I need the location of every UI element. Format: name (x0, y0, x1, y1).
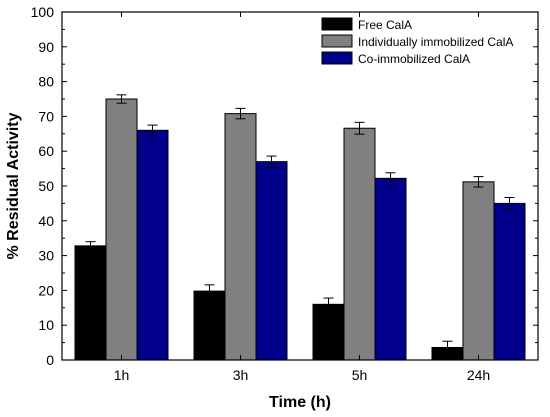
y-tick-label: 30 (38, 248, 54, 264)
bar (105, 98, 138, 361)
error-bars-layer (85, 94, 515, 355)
legend-label: Individually immobilized CalA (358, 35, 513, 49)
y-axis-title: % Residual Activity (5, 112, 22, 259)
bar (343, 127, 376, 361)
y-tick-label: 80 (38, 74, 54, 90)
legend-swatch (321, 17, 353, 31)
y-tick-label: 70 (38, 108, 54, 124)
bar (462, 181, 495, 361)
bar (255, 161, 288, 361)
legend-label: Co-immobilized CalA (358, 52, 470, 66)
x-tick-label: 5h (352, 367, 368, 383)
bar (74, 245, 107, 361)
bar (312, 303, 345, 361)
y-tick-label: 60 (38, 143, 54, 159)
y-tick-label: 100 (31, 4, 55, 20)
y-axis: 0 10 20 30 40 50 60 70 80 90 100 (31, 4, 538, 368)
x-axis: 1h 3h 5h 24h (114, 12, 490, 383)
y-tick-label: 40 (38, 213, 54, 229)
legend-label: Free CalA (358, 18, 412, 32)
bar (136, 129, 169, 361)
y-tick-label: 20 (38, 282, 54, 298)
legend-swatch (321, 34, 353, 48)
x-tick-label: 3h (233, 367, 249, 383)
y-tick-label: 0 (46, 352, 54, 368)
x-tick-label: 1h (114, 367, 130, 383)
bar (193, 290, 226, 361)
bars-layer (74, 98, 526, 361)
y-tick-label: 10 (38, 317, 54, 333)
bar (493, 202, 526, 361)
x-axis-title: Time (h) (269, 394, 331, 411)
legend-swatch (321, 51, 353, 65)
y-tick-label: 90 (38, 39, 54, 55)
y-tick-label: 50 (38, 178, 54, 194)
x-tick-label: 24h (467, 367, 490, 383)
bar (224, 113, 257, 361)
bar (374, 177, 407, 361)
legend: Free CalA Individually immobilized CalA Co… (321, 17, 513, 66)
